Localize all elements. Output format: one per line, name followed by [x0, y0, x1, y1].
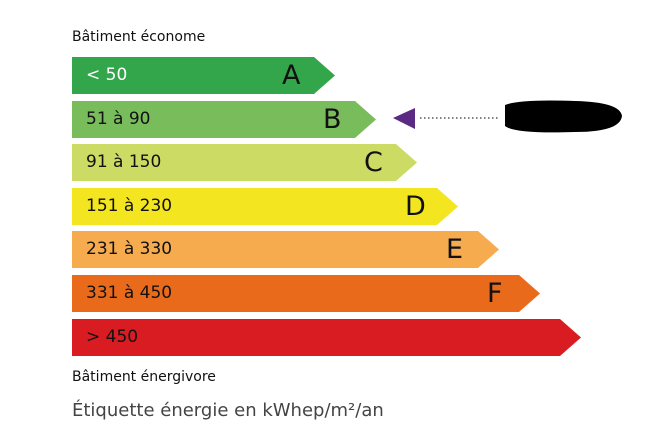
- class-range: 51 à 90: [86, 108, 151, 129]
- class-letter: E: [446, 234, 464, 266]
- class-letter: C: [364, 147, 383, 179]
- class-letter: B: [323, 103, 342, 135]
- class-bar-shape: [72, 275, 540, 312]
- class-range: 231 à 330: [86, 239, 173, 260]
- class-bar-shape: [72, 318, 581, 356]
- class-range: < 50: [86, 65, 128, 85]
- class-range: > 450: [86, 326, 139, 347]
- class-letter: A: [282, 60, 301, 91]
- energy-class-g: > 450G: [72, 318, 581, 356]
- class-range: 331 à 450: [86, 283, 173, 303]
- class-bar-shape: [72, 57, 335, 94]
- class-bar-shape: [72, 187, 458, 225]
- class-letter: F: [487, 278, 503, 309]
- top-label: Bâtiment économe: [72, 29, 206, 45]
- energy-label-caption: Étiquette énergie en kWhep/m²/an: [72, 400, 384, 421]
- redacted-value: [505, 100, 622, 133]
- class-range: 151 à 230: [86, 195, 173, 216]
- energy-class-c: 91 à 150 C: [72, 144, 417, 182]
- energy-class-e: 231 à 330 E: [72, 231, 499, 269]
- indicator-arrow-icon: [393, 108, 415, 129]
- class-bar-shape: [72, 231, 499, 269]
- energy-class-b: 51 à 90 B: [72, 100, 376, 138]
- class-range: 91 à 150: [86, 152, 162, 173]
- bottom-label: Bâtiment énergivore: [72, 369, 216, 385]
- energy-class-d: 151 à 230 D: [72, 187, 458, 225]
- energy-class-a: < 50 A: [72, 57, 335, 94]
- class-letter: D: [405, 190, 426, 222]
- class-bar-shape: [72, 144, 417, 182]
- energy-class-f: 331 à 450 F: [72, 275, 540, 312]
- class-bar-shape: [72, 100, 376, 138]
